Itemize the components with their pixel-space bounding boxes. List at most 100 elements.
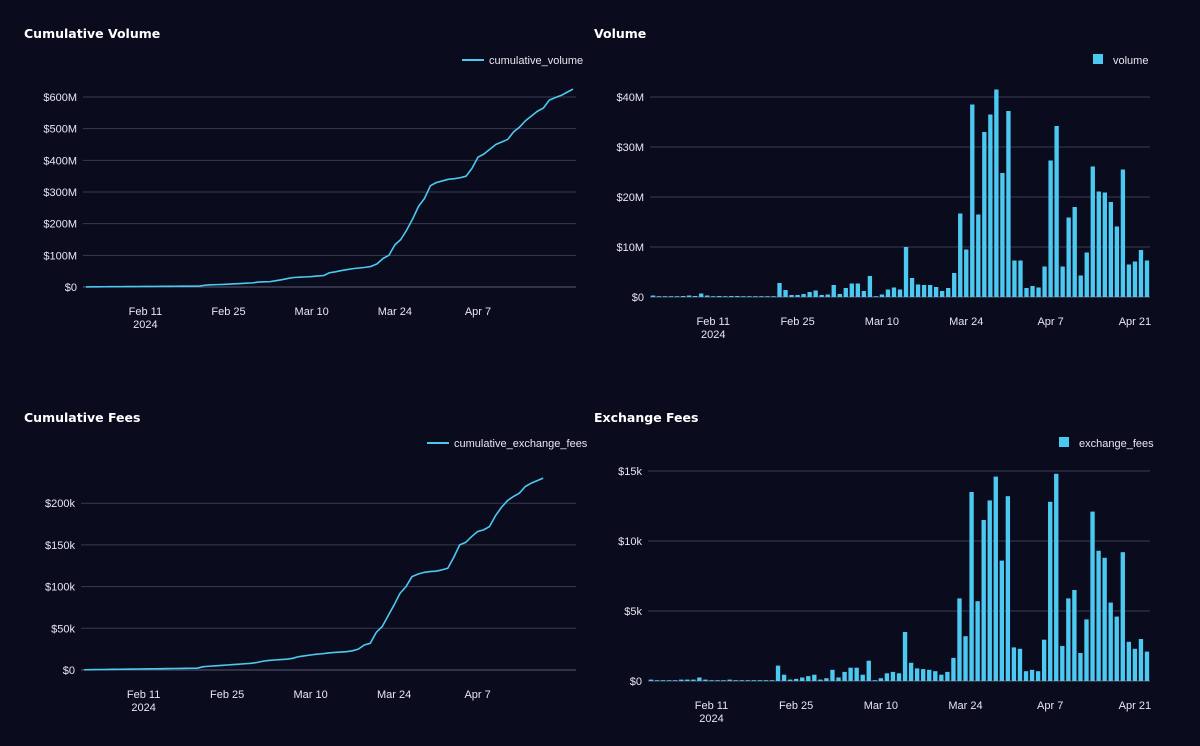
bar: [1000, 173, 1005, 297]
y-tick-label: $200M: [43, 219, 77, 231]
bar: [812, 674, 817, 681]
bar: [849, 283, 854, 297]
bar: [824, 678, 829, 681]
x-tick-label: Feb 11: [695, 700, 728, 712]
bar: [818, 679, 823, 681]
bar: [739, 680, 744, 681]
bar: [963, 636, 968, 681]
y-tick-label: $400M: [43, 155, 77, 167]
bar: [747, 296, 752, 297]
bar: [866, 660, 871, 681]
volume-panel: Volume $0 $10M $20M $30M $40M Feb 11 2024 Feb 25…: [594, 0, 1200, 373]
bar: [921, 285, 927, 297]
bar: [982, 132, 987, 297]
bar: [848, 667, 853, 681]
bar: [819, 295, 824, 297]
bar: [999, 560, 1004, 681]
x-tick-label: Apr 7: [1037, 700, 1063, 712]
chart-title: Cumulative Volume: [24, 26, 160, 41]
bar: [1041, 639, 1047, 681]
bar: [969, 492, 974, 681]
bar: [825, 294, 830, 297]
bar: [964, 249, 969, 297]
bar: [1024, 288, 1029, 297]
bar: [680, 296, 686, 297]
bar: [939, 674, 944, 681]
bar: [872, 680, 877, 681]
bar: [1066, 598, 1071, 681]
bar: [860, 674, 865, 681]
bar: [994, 89, 999, 297]
bar: [783, 290, 788, 297]
bar: [914, 668, 920, 681]
bar: [753, 296, 758, 297]
bar: [771, 296, 776, 297]
x-tick-label: Feb 25: [780, 316, 814, 328]
bar: [927, 669, 932, 681]
bar: [745, 680, 750, 681]
x-tick-label: Mar 24: [378, 306, 412, 318]
bar: [987, 500, 992, 681]
x-tick-label: Feb 11: [697, 316, 730, 328]
bar: [686, 295, 692, 297]
bar: [705, 295, 710, 297]
bar: [1120, 552, 1125, 681]
bar: [1078, 653, 1083, 681]
bar: [1072, 207, 1077, 297]
x-tick-label: Mar 24: [948, 700, 982, 712]
bar: [1042, 266, 1047, 297]
x-tick-label: Feb 25: [211, 306, 245, 318]
x-tick-label: Mar 10: [293, 689, 327, 701]
bar: [674, 296, 680, 297]
bar: [975, 601, 980, 681]
x-tick-label: Apr 21: [1119, 316, 1151, 328]
bar: [1126, 641, 1132, 681]
bar: [1144, 651, 1150, 681]
y-tick-label: $100k: [45, 582, 75, 594]
bar: [1126, 264, 1132, 297]
bar: [921, 669, 926, 681]
x-tick-label: Mar 24: [377, 689, 411, 701]
bar: [1048, 501, 1053, 681]
bar: [1029, 669, 1035, 681]
bar: [648, 679, 654, 681]
bar: [1096, 550, 1101, 681]
bar: [1096, 191, 1101, 297]
bar: [970, 104, 975, 297]
bar: [691, 679, 696, 681]
bar: [981, 520, 986, 681]
bar: [891, 287, 897, 297]
x-tick-label: Feb 25: [779, 700, 813, 712]
chart-title: Volume: [594, 26, 646, 41]
bar: [699, 293, 704, 297]
bar: [908, 662, 914, 681]
bar: [1005, 496, 1011, 681]
x-tick-sublabel: 2024: [699, 713, 723, 725]
chart-title: Cumulative Fees: [24, 410, 140, 425]
x-tick-label: Mar 10: [295, 306, 329, 318]
bar: [879, 294, 885, 297]
y-tick-label: $10M: [616, 242, 644, 254]
bar: [1054, 473, 1059, 681]
bar: [878, 678, 884, 681]
bar: [723, 296, 728, 297]
y-tick-label: $40M: [616, 92, 644, 104]
bar: [1023, 671, 1029, 681]
y-tick-label: $200k: [45, 498, 75, 510]
bar: [759, 296, 764, 297]
bar: [1054, 126, 1059, 297]
bar: [741, 296, 746, 297]
x-tick-label: Mar 10: [865, 316, 899, 328]
bar: [1132, 648, 1138, 681]
bar: [794, 678, 799, 681]
bar: [801, 294, 806, 297]
bar: [1006, 111, 1011, 297]
y-tick-label: $50k: [51, 623, 75, 635]
bar: [927, 285, 933, 297]
bar: [709, 680, 714, 681]
y-tick-label: $20M: [616, 192, 644, 204]
bar: [1120, 169, 1126, 297]
bar: [693, 296, 698, 297]
bar: [1060, 646, 1065, 681]
